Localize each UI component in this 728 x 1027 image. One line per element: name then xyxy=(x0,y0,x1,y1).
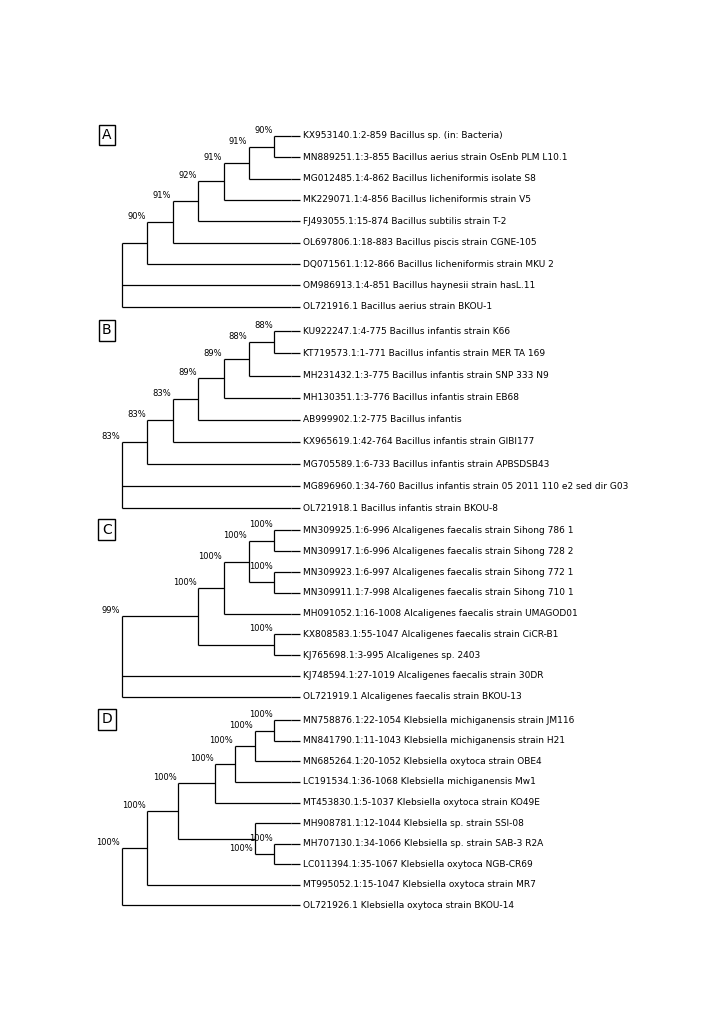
Text: 100%: 100% xyxy=(249,834,273,842)
Text: 91%: 91% xyxy=(203,153,222,161)
Text: 88%: 88% xyxy=(254,321,273,330)
Text: 100%: 100% xyxy=(223,531,248,540)
Text: 83%: 83% xyxy=(127,411,146,419)
Text: 89%: 89% xyxy=(178,368,197,377)
Text: 99%: 99% xyxy=(102,606,120,615)
Text: D: D xyxy=(101,713,112,726)
Text: MN309925.1:6-996 Alcaligenes faecalis strain Sihong 786 1: MN309925.1:6-996 Alcaligenes faecalis st… xyxy=(303,526,573,535)
Text: 88%: 88% xyxy=(229,332,248,341)
Text: KT719573.1:1-771 Bacillus infantis strain MER TA 169: KT719573.1:1-771 Bacillus infantis strai… xyxy=(303,349,545,357)
Text: MH091052.1:16-1008 Alcaligenes faecalis strain UMAGOD01: MH091052.1:16-1008 Alcaligenes faecalis … xyxy=(303,609,577,618)
Text: MG896960.1:34-760 Bacillus infantis strain 05 2011 110 e2 sed dir G03: MG896960.1:34-760 Bacillus infantis stra… xyxy=(303,482,628,491)
Text: DQ071561.1:12-866 Bacillus licheniformis strain MKU 2: DQ071561.1:12-866 Bacillus licheniformis… xyxy=(303,260,553,268)
Text: OL721918.1 Bacillus infantis strain BKOU-8: OL721918.1 Bacillus infantis strain BKOU… xyxy=(303,504,497,512)
Text: MH908781.1:12-1044 Klebsiella sp. strain SSI-08: MH908781.1:12-1044 Klebsiella sp. strain… xyxy=(303,819,523,828)
Text: LC191534.1:36-1068 Klebsiella michiganensis Mw1: LC191534.1:36-1068 Klebsiella michiganen… xyxy=(303,777,536,787)
Text: KX808583.1:55-1047 Alcaligenes faecalis strain CiCR-B1: KX808583.1:55-1047 Alcaligenes faecalis … xyxy=(303,630,558,639)
Text: 100%: 100% xyxy=(153,773,177,783)
Text: B: B xyxy=(102,324,111,337)
Text: 91%: 91% xyxy=(153,191,171,200)
Text: 90%: 90% xyxy=(127,212,146,221)
Text: MN841790.1:11-1043 Klebsiella michiganensis strain H21: MN841790.1:11-1043 Klebsiella michiganen… xyxy=(303,736,565,746)
Text: 100%: 100% xyxy=(229,844,253,852)
Text: 100%: 100% xyxy=(249,624,273,634)
Text: 100%: 100% xyxy=(249,711,273,719)
Text: 100%: 100% xyxy=(229,721,253,729)
Text: MN309917.1:6-996 Alcaligenes faecalis strain Sihong 728 2: MN309917.1:6-996 Alcaligenes faecalis st… xyxy=(303,546,573,556)
Text: MH707130.1:34-1066 Klebsiella sp. strain SAB-3 R2A: MH707130.1:34-1066 Klebsiella sp. strain… xyxy=(303,839,543,848)
Text: KJ748594.1:27-1019 Alcaligenes faecalis strain 30DR: KJ748594.1:27-1019 Alcaligenes faecalis … xyxy=(303,672,543,680)
Text: 100%: 100% xyxy=(190,754,213,763)
Text: MN889251.1:3-855 Bacillus aerius strain OsEnb PLM L10.1: MN889251.1:3-855 Bacillus aerius strain … xyxy=(303,153,567,161)
Text: 89%: 89% xyxy=(203,349,222,357)
Text: MN309911.1:7-998 Alcaligenes faecalis strain Sihong 710 1: MN309911.1:7-998 Alcaligenes faecalis st… xyxy=(303,588,573,598)
Text: MT453830.1:5-1037 Klebsiella oxytoca strain KO49E: MT453830.1:5-1037 Klebsiella oxytoca str… xyxy=(303,798,539,807)
Text: OL721926.1 Klebsiella oxytoca strain BKOU-14: OL721926.1 Klebsiella oxytoca strain BKO… xyxy=(303,901,513,910)
Text: LC011394.1:35-1067 Klebsiella oxytoca NGB-CR69: LC011394.1:35-1067 Klebsiella oxytoca NG… xyxy=(303,860,532,869)
Text: 83%: 83% xyxy=(102,432,120,442)
Text: MT995052.1:15-1047 Klebsiella oxytoca strain MR7: MT995052.1:15-1047 Klebsiella oxytoca st… xyxy=(303,880,536,889)
Text: MH130351.1:3-776 Bacillus infantis strain EB68: MH130351.1:3-776 Bacillus infantis strai… xyxy=(303,393,518,403)
Text: 100%: 100% xyxy=(249,562,273,571)
Text: MN758876.1:22-1054 Klebsiella michiganensis strain JM116: MN758876.1:22-1054 Klebsiella michiganen… xyxy=(303,716,574,725)
Text: 100%: 100% xyxy=(249,521,273,530)
Text: KU922247.1:4-775 Bacillus infantis strain K66: KU922247.1:4-775 Bacillus infantis strai… xyxy=(303,327,510,336)
Text: 100%: 100% xyxy=(198,551,222,561)
Text: C: C xyxy=(102,523,111,536)
Text: OL697806.1:18-883 Bacillus piscis strain CGNE-105: OL697806.1:18-883 Bacillus piscis strain… xyxy=(303,238,537,248)
Text: MG705589.1:6-733 Bacillus infantis strain APBSDSB43: MG705589.1:6-733 Bacillus infantis strai… xyxy=(303,459,549,468)
Text: 100%: 100% xyxy=(173,577,197,586)
Text: AB999902.1:2-775 Bacillus infantis: AB999902.1:2-775 Bacillus infantis xyxy=(303,415,462,424)
Text: 100%: 100% xyxy=(97,838,120,847)
Text: KX953140.1:2-859 Bacillus sp. (in: Bacteria): KX953140.1:2-859 Bacillus sp. (in: Bacte… xyxy=(303,131,502,141)
Text: MG012485.1:4-862 Bacillus licheniformis isolate S8: MG012485.1:4-862 Bacillus licheniformis … xyxy=(303,175,536,183)
Text: MH231432.1:3-775 Bacillus infantis strain SNP 333 N9: MH231432.1:3-775 Bacillus infantis strai… xyxy=(303,371,548,380)
Text: FJ493055.1:15-874 Bacillus subtilis strain T-2: FJ493055.1:15-874 Bacillus subtilis stra… xyxy=(303,217,506,226)
Text: 100%: 100% xyxy=(122,801,146,810)
Text: MN685264.1:20-1052 Klebsiella oxytoca strain OBE4: MN685264.1:20-1052 Klebsiella oxytoca st… xyxy=(303,757,541,766)
Text: 100%: 100% xyxy=(210,736,233,745)
Text: MK229071.1:4-856 Bacillus licheniformis strain V5: MK229071.1:4-856 Bacillus licheniformis … xyxy=(303,195,531,204)
Text: A: A xyxy=(102,128,111,142)
Text: KJ765698.1:3-995 Alcaligenes sp. 2403: KJ765698.1:3-995 Alcaligenes sp. 2403 xyxy=(303,650,480,659)
Text: 91%: 91% xyxy=(229,137,248,146)
Text: 83%: 83% xyxy=(152,389,171,397)
Text: MN309923.1:6-997 Alcaligenes faecalis strain Sihong 772 1: MN309923.1:6-997 Alcaligenes faecalis st… xyxy=(303,568,573,576)
Text: OL721919.1 Alcaligenes faecalis strain BKOU-13: OL721919.1 Alcaligenes faecalis strain B… xyxy=(303,692,521,701)
Text: 90%: 90% xyxy=(254,126,273,135)
Text: KX965619.1:42-764 Bacillus infantis strain GIBI177: KX965619.1:42-764 Bacillus infantis stra… xyxy=(303,438,534,447)
Text: 92%: 92% xyxy=(178,172,197,180)
Text: OM986913.1:4-851 Bacillus haynesii strain hasL.11: OM986913.1:4-851 Bacillus haynesii strai… xyxy=(303,280,535,290)
Text: OL721916.1 Bacillus aerius strain BKOU-1: OL721916.1 Bacillus aerius strain BKOU-1 xyxy=(303,302,491,311)
